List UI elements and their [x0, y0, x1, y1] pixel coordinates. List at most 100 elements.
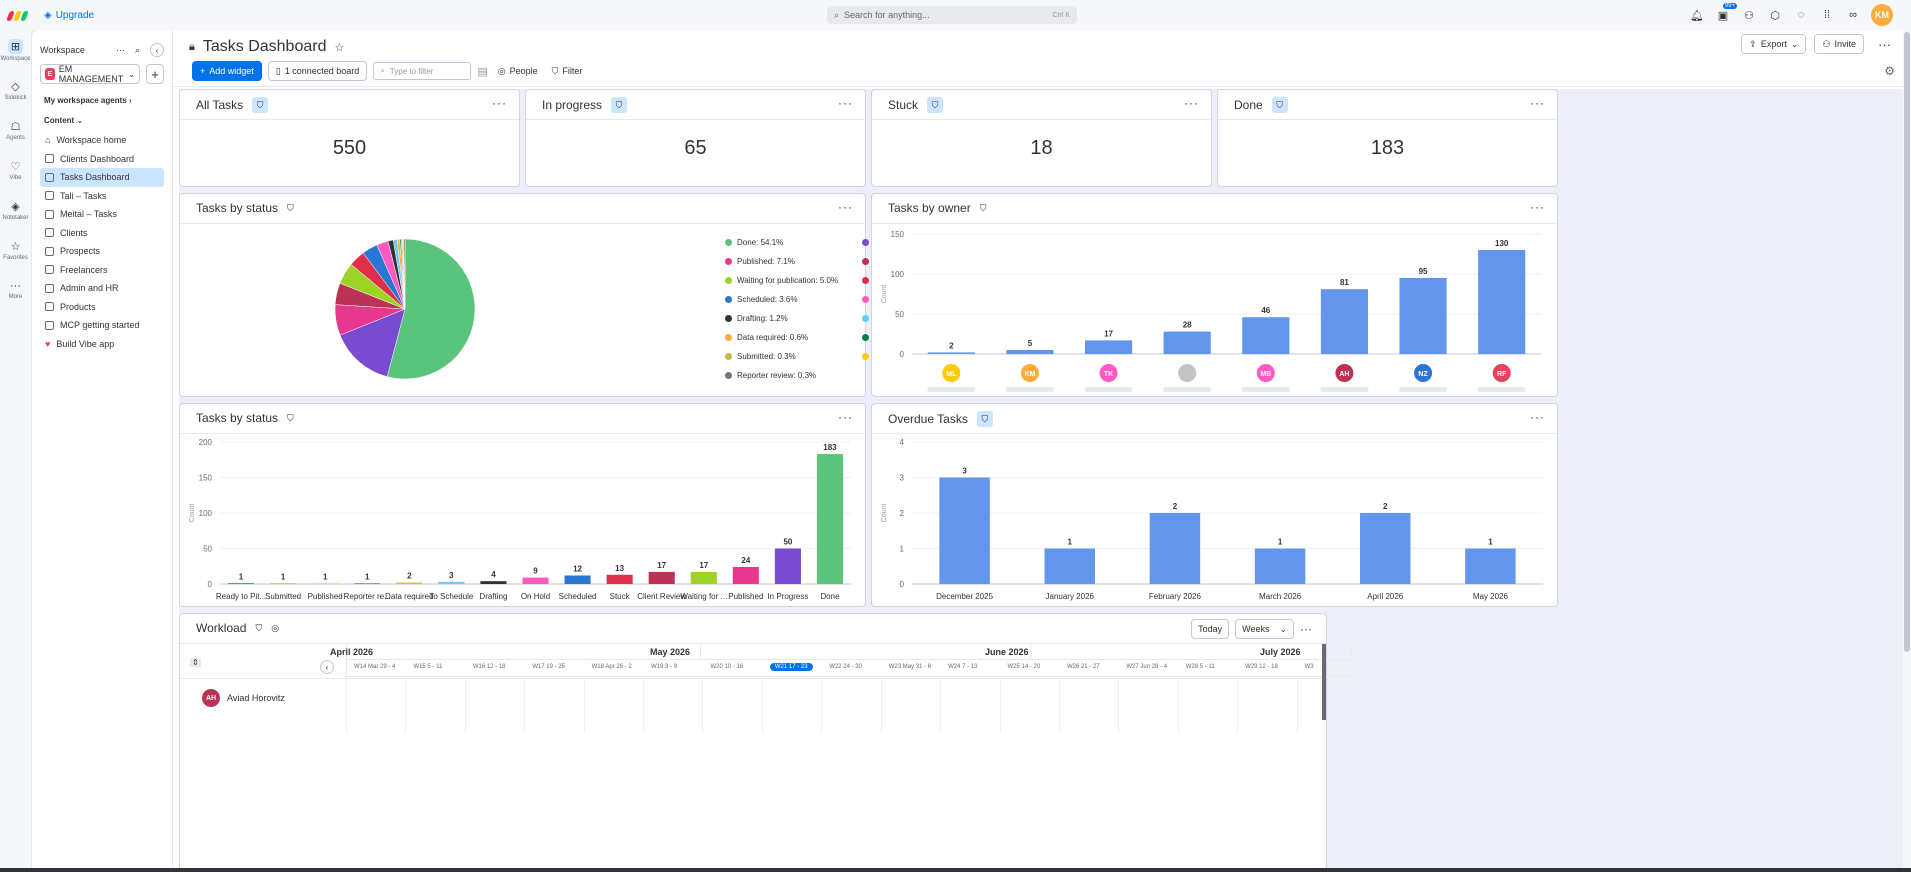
funnel-icon[interactable]: ⛉: [255, 622, 263, 633]
sidebar-item-freelancers[interactable]: Freelancers: [32, 261, 164, 280]
sidebar-item-clients[interactable]: Clients: [32, 224, 164, 243]
timeline-week-label[interactable]: W27 Jun 28 - 4: [1126, 664, 1168, 670]
legend-item[interactable]: Done: 54.1%: [725, 238, 862, 247]
bar[interactable]: [438, 581, 465, 584]
star-icon[interactable]: ☆: [334, 41, 345, 54]
bar[interactable]: [354, 583, 381, 584]
owner-avatar[interactable]: [1020, 364, 1039, 382]
bar[interactable]: [312, 583, 339, 584]
bar[interactable]: [774, 548, 801, 585]
widget-menu-button[interactable]: ···: [838, 200, 853, 214]
kpi-card-done[interactable]: Done ⛉ ··· 183: [1217, 89, 1558, 187]
export-button[interactable]: ⇪ Export ⌄: [1741, 34, 1807, 54]
owner-avatar[interactable]: [1335, 364, 1354, 382]
add-widget-button[interactable]: + Add widget: [192, 61, 262, 81]
owner-avatar[interactable]: [1492, 364, 1511, 382]
timeline-week-label[interactable]: W23 May 31 - 6: [888, 664, 932, 670]
bar[interactable]: [1044, 548, 1095, 585]
sidebar-item-prospects[interactable]: Prospects: [32, 242, 164, 261]
filter-settings-icon[interactable]: ▤: [477, 65, 488, 78]
monday-logo[interactable]: [6, 9, 29, 21]
timeline-week-label[interactable]: W29 12 - 18: [1245, 664, 1278, 670]
owner-avatar[interactable]: [1178, 364, 1197, 382]
timeline-week-label[interactable]: W25 14 - 20: [1007, 664, 1041, 670]
bell-icon[interactable]: 🔔︎: [1690, 9, 1704, 22]
bar[interactable]: [1320, 289, 1369, 354]
timeline-back-button[interactable]: ‹: [320, 660, 334, 674]
funnel-icon[interactable]: ⛉: [287, 202, 294, 213]
help-icon[interactable]: ◌: [1797, 9, 1805, 21]
pie-slice[interactable]: [386, 238, 476, 380]
pie-slice[interactable]: [403, 238, 406, 310]
sidebar-item-build-vibe[interactable]: ♥ Build Vibe app: [45, 338, 115, 349]
bar[interactable]: [606, 574, 633, 584]
timeline-week-label[interactable]: W26 21 - 27: [1066, 664, 1100, 670]
integrations-icon[interactable]: ⬡: [1770, 9, 1780, 22]
owner-avatar[interactable]: [1099, 364, 1118, 382]
bar[interactable]: [939, 477, 990, 585]
timeline-week-label[interactable]: W21 17 - 23: [769, 663, 813, 671]
timeline-week-label[interactable]: W19 3 - 9: [651, 664, 678, 670]
bar[interactable]: [690, 571, 717, 584]
more-icon[interactable]: ···: [1878, 36, 1891, 52]
timeline-week-label[interactable]: W20 10 - 16: [710, 664, 744, 670]
invite-members-icon[interactable]: ⚇: [1744, 9, 1754, 22]
bar[interactable]: [732, 566, 759, 584]
more-icon[interactable]: ···: [1300, 622, 1312, 636]
widget-menu-button[interactable]: ···: [838, 410, 853, 424]
pie-slice[interactable]: [339, 308, 406, 377]
widget-menu-button[interactable]: ···: [492, 96, 507, 110]
kpi-card-in-progress[interactable]: In progress ⛉ ··· 65: [525, 89, 866, 187]
workload-row[interactable]: AH Aviad Horovitz: [202, 689, 285, 707]
bar[interactable]: [564, 575, 591, 584]
widget-menu-button[interactable]: ···: [1530, 96, 1545, 110]
filter-input[interactable]: ⌕ Type to filter: [373, 62, 472, 80]
bar[interactable]: [522, 577, 549, 584]
rail-workspace[interactable]: ⊞ Workspace: [0, 38, 31, 62]
upgrade-link[interactable]: ◈ Upgrade: [44, 9, 95, 21]
rail-more[interactable]: ··· More: [8, 280, 23, 300]
timeline-week-label[interactable]: W16 12 - 18: [472, 664, 506, 670]
workload-scrollbar[interactable]: [1322, 644, 1326, 720]
sidebar-item-tali-tasks[interactable]: Tali – Tasks: [32, 187, 164, 206]
timeline-week-label[interactable]: W17 19 - 25: [532, 664, 565, 670]
people-filter-button[interactable]: ◎ People: [497, 65, 538, 77]
bar[interactable]: [1399, 278, 1447, 354]
funnel-icon[interactable]: ⛉: [252, 97, 269, 113]
inbox-icon[interactable]: ▣ 99+: [1717, 3, 1737, 22]
funnel-icon[interactable]: ⛉: [976, 411, 993, 427]
owner-avatar[interactable]: [942, 364, 961, 382]
widget-menu-button[interactable]: ···: [1530, 200, 1545, 214]
rail-favorites[interactable]: ☆ Favorites: [3, 240, 28, 261]
add-item-button[interactable]: +: [146, 64, 164, 84]
bar[interactable]: [1465, 548, 1516, 585]
timeline-week-label[interactable]: W28 5 - 11: [1185, 664, 1215, 670]
gear-icon[interactable]: ⚙: [1884, 64, 1895, 78]
widget-menu-button[interactable]: ···: [1530, 410, 1545, 424]
workspace-selector[interactable]: E EM MANAGEMENT ⌄: [40, 64, 140, 84]
timeline-week-label[interactable]: W22 24 - 30: [829, 664, 862, 670]
kpi-card-stuck[interactable]: Stuck ⛉ ··· 18: [871, 89, 1212, 187]
sidebar-item-products[interactable]: Products: [32, 298, 164, 317]
timeline-week-label[interactable]: W24 7 - 13: [948, 664, 978, 670]
funnel-icon[interactable]: ⛉: [1271, 97, 1288, 113]
legend-item[interactable]: Published: 7.1%: [725, 257, 862, 266]
bar[interactable]: [1163, 331, 1211, 354]
timeline-week-label[interactable]: W3: [1304, 664, 1314, 670]
apps-grid-icon[interactable]: ⁞⁞: [1823, 9, 1831, 21]
bar[interactable]: [1084, 340, 1133, 354]
sidebar-item-tasks-dashboard[interactable]: Tasks Dashboard: [40, 168, 164, 187]
bar[interactable]: [1006, 350, 1054, 354]
expand-icon[interactable]: ⇕: [190, 658, 201, 667]
collapse-sidebar-button[interactable]: ‹: [150, 43, 164, 57]
workspace-agents-link[interactable]: My workspace agents ›: [44, 96, 132, 105]
legend-item[interactable]: Data required: 0.6%: [725, 333, 862, 342]
widget-menu-button[interactable]: ···: [838, 96, 853, 110]
sidebar-item-admin-hr[interactable]: Admin and HR: [32, 279, 164, 298]
bar[interactable]: [396, 582, 423, 584]
sidebar-item-clients-dashboard[interactable]: Clients Dashboard: [32, 150, 164, 169]
bar[interactable]: [816, 454, 844, 584]
rail-agents[interactable]: ☖ Agents: [6, 120, 25, 141]
rail-notetaker[interactable]: ◈ Notetaker: [2, 200, 29, 221]
user-avatar[interactable]: KM: [1871, 4, 1893, 26]
